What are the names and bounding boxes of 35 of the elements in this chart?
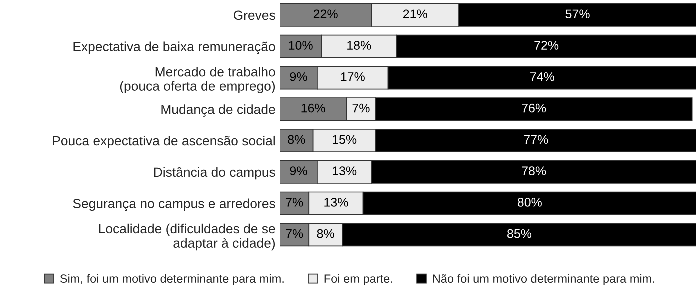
data-label: 18% xyxy=(348,41,372,50)
data-label: 57% xyxy=(566,10,590,19)
data-label: 78% xyxy=(522,166,546,176)
data-label: 16% xyxy=(302,104,326,113)
y-tick-label: Distância do campus xyxy=(154,167,276,180)
data-label: 77% xyxy=(524,135,548,144)
legend-label: Não foi um motivo determinante para mim. xyxy=(433,274,654,286)
y-tick-label: Expectativa de baixa remuneração xyxy=(74,42,276,54)
y-tick-label: Pouca expectativa de ascensão social xyxy=(53,136,275,148)
data-label: 10% xyxy=(289,41,313,50)
data-label: 85% xyxy=(508,229,532,238)
y-tick-label: Mercado de trabalho (pouca oferta de emprego) xyxy=(120,67,276,94)
y-tick-label: Greves xyxy=(234,10,276,20)
data-label: 17% xyxy=(341,72,365,82)
y-tick-label: Mudança de cidade xyxy=(162,104,276,117)
data-label: 13% xyxy=(333,166,357,176)
data-label: 7% xyxy=(352,104,370,113)
data-label: 76% xyxy=(522,104,546,113)
y-tick-label: Segurança no campus e arredores xyxy=(73,198,276,212)
data-label: 72% xyxy=(534,41,559,50)
data-label: 7% xyxy=(286,229,304,238)
y-tick-label: Localidade (dificuldades de se adaptar à cidade) xyxy=(99,224,276,251)
data-label: 9% xyxy=(290,72,308,82)
data-label: 9% xyxy=(290,166,308,176)
legend-label: Foi em parte. xyxy=(324,274,392,286)
data-label: 8% xyxy=(288,135,306,144)
data-label: 74% xyxy=(530,72,554,82)
data-label: 21% xyxy=(403,10,428,19)
data-label: 80% xyxy=(518,198,542,207)
data-label: 22% xyxy=(314,10,338,19)
data-label: 7% xyxy=(286,198,304,207)
data-label: 15% xyxy=(333,135,357,144)
legend-label: Sim, foi um motivo determinante para mim. xyxy=(60,274,284,286)
data-label: 13% xyxy=(324,198,348,207)
data-label: 8% xyxy=(317,229,334,238)
